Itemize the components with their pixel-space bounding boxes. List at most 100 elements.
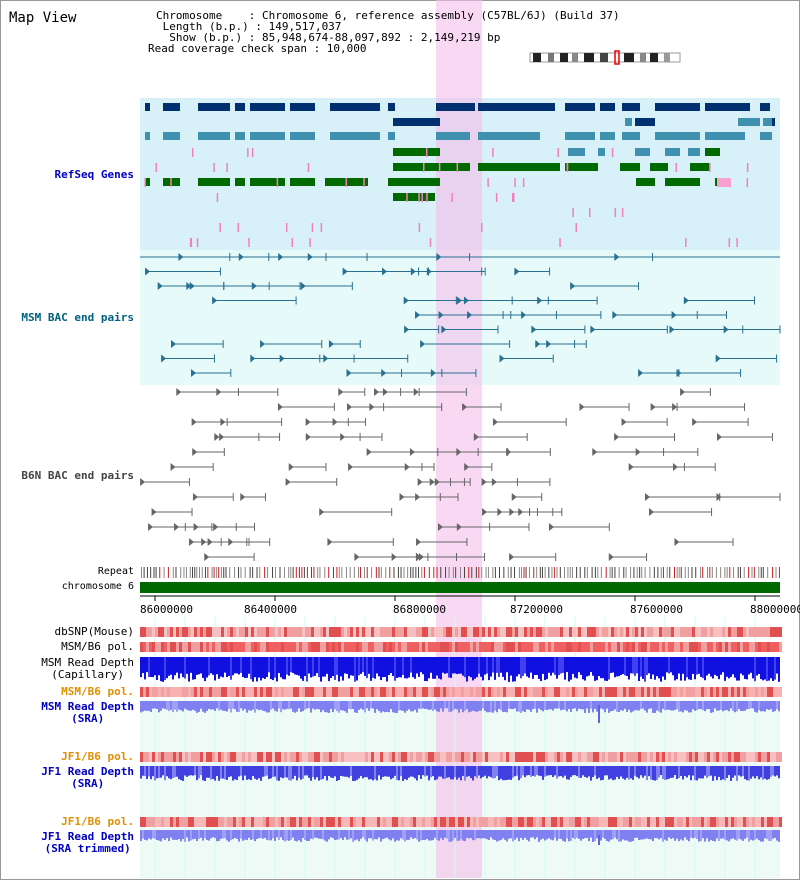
- depth-bar: [568, 701, 570, 710]
- depth-bar: [362, 766, 364, 779]
- heat-cell: [686, 817, 689, 827]
- depth-bar: [464, 830, 466, 842]
- heat-cell: [440, 687, 443, 697]
- heat-cell: [764, 817, 767, 827]
- depth-bar: [230, 701, 232, 713]
- heat-cell: [560, 687, 563, 697]
- heat-cell: [224, 752, 227, 762]
- depth-bar: [348, 766, 350, 778]
- heat-cell: [284, 817, 287, 827]
- depth-bar: [644, 830, 646, 839]
- depth-bar: [142, 657, 144, 674]
- depth-bar: [730, 657, 732, 677]
- depth-bar: [684, 766, 686, 777]
- heat-cell: [167, 817, 170, 827]
- heat-cell: [383, 642, 386, 652]
- heat-cell: [341, 627, 344, 637]
- heat-cell: [590, 817, 593, 827]
- depth-bar: [278, 766, 280, 781]
- depth-bar: [738, 701, 740, 710]
- heat-cell: [488, 752, 491, 762]
- heat-cell: [398, 687, 401, 697]
- depth-bar: [718, 830, 720, 841]
- msm-b6-pol-label-2: MSM/B6 pol.: [61, 685, 134, 698]
- repeat-mark: [762, 567, 764, 578]
- depth-bar: [248, 766, 250, 780]
- heat-cell: [464, 817, 467, 827]
- depth-bar: [426, 657, 428, 682]
- heat-cell: [302, 817, 305, 827]
- depth-bar: [702, 701, 704, 711]
- heat-cell: [644, 687, 647, 697]
- bac-end: [590, 325, 596, 334]
- depth-bar: [752, 657, 754, 679]
- heat-cell: [326, 627, 329, 637]
- heat-cell: [542, 687, 545, 697]
- axis-tick-5: 88000000: [750, 603, 800, 616]
- depth-bar: [268, 657, 270, 673]
- msm-bac-label[interactable]: MSM BAC end pairs: [21, 311, 134, 324]
- heat-cell: [323, 642, 326, 652]
- bac-end: [323, 354, 329, 363]
- heat-cell: [743, 642, 746, 652]
- heat-cell: [266, 687, 269, 697]
- heat-cell: [605, 627, 608, 637]
- depth-bar: [616, 701, 618, 712]
- heat-cell: [434, 817, 437, 827]
- heat-cell: [590, 687, 593, 697]
- depth-bar: [224, 657, 226, 673]
- heat-cell: [323, 752, 326, 762]
- heat-cell: [554, 687, 557, 697]
- depth-bar: [354, 701, 356, 713]
- gene-exon: [145, 103, 150, 111]
- heat-cell: [491, 817, 494, 827]
- heat-cell: [392, 752, 395, 762]
- heat-cell: [722, 627, 725, 637]
- depth-bar: [534, 701, 536, 709]
- depth-bar: [572, 830, 574, 838]
- gene-pink-mark: [291, 238, 294, 247]
- depth-bar: [228, 766, 230, 777]
- heat-cell: [446, 752, 449, 762]
- depth-bar: [668, 830, 670, 838]
- depth-bar: [340, 766, 342, 776]
- depth-bar: [458, 830, 460, 841]
- depth-bar: [500, 830, 502, 840]
- repeat-mark: [167, 567, 169, 578]
- depth-bar: [668, 657, 670, 674]
- heat-cell: [332, 817, 335, 827]
- depth-bar: [718, 657, 720, 680]
- refseq-label[interactable]: RefSeq Genes: [54, 168, 134, 181]
- heat-cell: [647, 752, 650, 762]
- heat-cell: [440, 752, 443, 762]
- depth-bar: [200, 830, 202, 838]
- depth-bar: [290, 657, 292, 673]
- depth-bar: [172, 701, 174, 713]
- depth-bar: [472, 701, 474, 711]
- heat-cell: [572, 642, 575, 652]
- repeat-mark: [758, 567, 760, 578]
- depth-bar: [656, 830, 658, 839]
- repeat-mark: [767, 567, 769, 578]
- depth-bar: [146, 830, 148, 841]
- repeat-mark: [196, 567, 198, 578]
- repeat-mark: [666, 567, 668, 578]
- heat-cell: [482, 642, 485, 652]
- heat-cell: [527, 642, 530, 652]
- depth-bar: [652, 766, 654, 781]
- depth-bar: [336, 766, 338, 781]
- heat-cell: [473, 752, 476, 762]
- depth-bar: [376, 766, 378, 781]
- depth-bar: [410, 766, 412, 777]
- heat-cell: [359, 687, 362, 697]
- repeat-mark: [618, 567, 620, 578]
- depth-bar: [756, 657, 758, 676]
- heat-cell: [194, 752, 197, 762]
- gene-exon: [655, 103, 700, 111]
- heat-cell: [632, 817, 635, 827]
- depth-bar: [344, 701, 346, 712]
- heat-cell: [284, 627, 287, 637]
- depth-bar: [272, 830, 274, 839]
- b6n-bac-label[interactable]: B6N BAC end pairs: [21, 469, 134, 482]
